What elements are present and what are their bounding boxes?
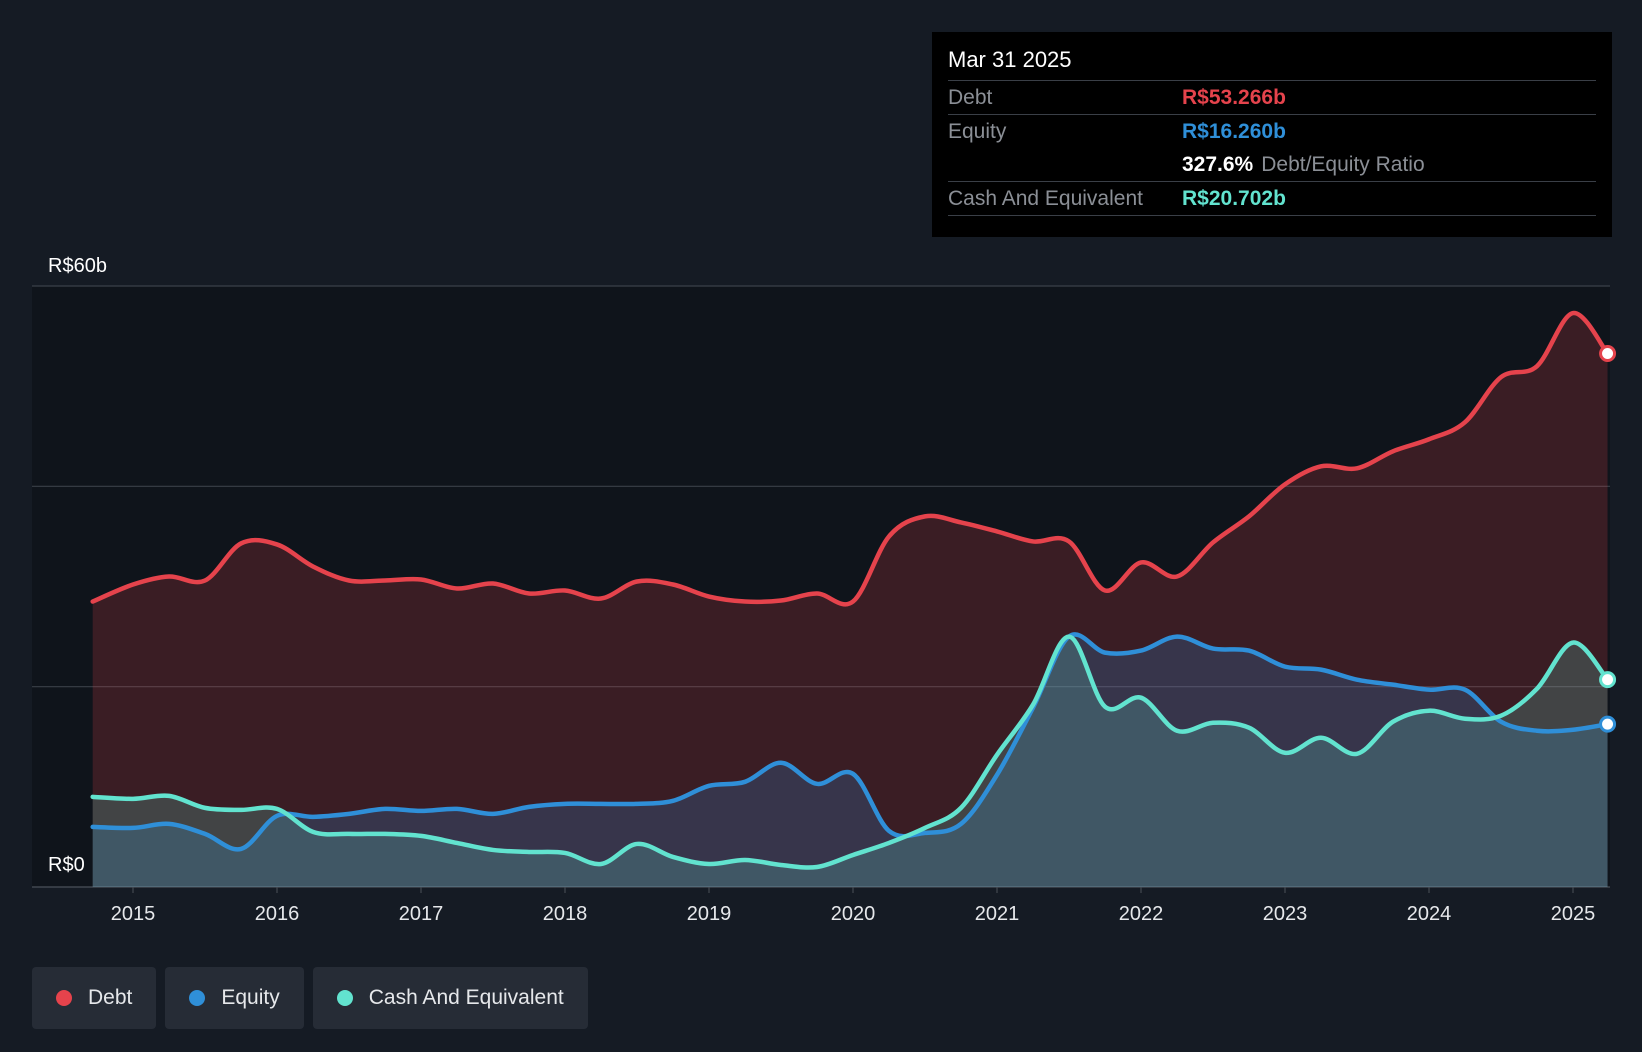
tooltip-cash-value: R$20.702b	[1182, 186, 1286, 210]
debt-line	[90, 310, 1610, 607]
tooltip-row-ratio: 327.6% Debt/Equity Ratio	[948, 148, 1596, 181]
tooltip-ratio-label: Debt/Equity Ratio	[1261, 152, 1425, 176]
legend-label-debt: Debt	[88, 986, 133, 1009]
plot-background	[32, 286, 1610, 887]
tooltip-date: Mar 31 2025	[948, 47, 1072, 72]
tooltip-panel: Mar 31 2025 Debt R$53.266b Equity R$16.2…	[932, 32, 1612, 237]
x-tick-label-2024: 2024	[1407, 903, 1452, 925]
cash-dot-icon	[336, 990, 353, 1006]
legend-item-cash[interactable]: Cash And Equivalent	[312, 967, 588, 1029]
equity-area	[92, 634, 1608, 887]
x-tick-label-2016: 2016	[255, 903, 300, 925]
x-tick-label-2020: 2020	[831, 903, 876, 925]
debt-end-marker	[1599, 344, 1617, 362]
legend-label-equity: Equity	[221, 986, 280, 1009]
tooltip-row-debt: Debt R$53.266b	[948, 80, 1596, 114]
tooltip-cash-label: Cash And Equivalent	[948, 186, 1143, 210]
tooltip-equity-value: R$16.260b	[1182, 119, 1286, 143]
x-tick-label-2025: 2025	[1551, 903, 1596, 925]
x-tick-label-2022: 2022	[1119, 903, 1164, 925]
x-tick-label-2015: 2015	[111, 903, 156, 925]
tooltip-equity-label: Equity	[948, 119, 1007, 143]
equity-dot-icon	[189, 990, 206, 1006]
debt-dot-icon	[56, 990, 72, 1006]
y-axis-label-top: R$60b	[48, 255, 107, 277]
y-axis-label-bottom: R$0	[48, 854, 85, 876]
tooltip-row-cash: Cash And Equivalent R$20.702b	[948, 181, 1596, 216]
debt-area	[92, 312, 1608, 888]
x-tick-label-2018: 2018	[543, 903, 588, 925]
legend-item-equity[interactable]: Equity	[165, 967, 304, 1029]
x-tick-label-2021: 2021	[975, 903, 1020, 925]
cash-line	[90, 634, 1610, 870]
legend-item-debt[interactable]: Debt	[32, 967, 157, 1029]
tooltip-debt-value: R$53.266b	[1182, 85, 1286, 109]
chart-legend: Debt Equity Cash And Equivalent	[32, 967, 588, 1029]
tooltip-ratio-value: 327.6%	[1182, 152, 1254, 176]
cash-area	[92, 636, 1608, 887]
x-tick-label-2017: 2017	[399, 903, 444, 925]
x-tick-label-2023: 2023	[1263, 903, 1308, 925]
equity-line	[90, 632, 1610, 852]
tooltip-debt-label: Debt	[948, 85, 993, 109]
x-tick-label-2019: 2019	[687, 903, 732, 925]
cash-end-marker	[1599, 671, 1617, 689]
tooltip-row-equity: Equity R$16.260b	[948, 114, 1596, 148]
legend-label-cash: Cash And Equivalent	[368, 986, 564, 1009]
equity-end-marker	[1599, 715, 1617, 733]
